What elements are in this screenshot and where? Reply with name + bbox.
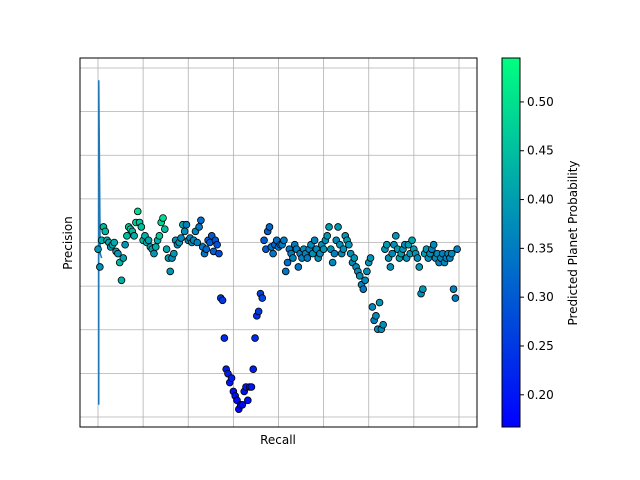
plot-area (79, 57, 478, 428)
data-point (391, 232, 400, 240)
data-point (123, 232, 131, 240)
data-point (323, 232, 332, 240)
data-point (159, 214, 167, 222)
data-point (162, 245, 171, 253)
data-point (361, 276, 369, 285)
data-point (150, 249, 158, 258)
data-point (244, 396, 252, 405)
data-point (359, 285, 368, 293)
data-point (220, 334, 229, 342)
data-point (413, 254, 422, 262)
data-point (249, 365, 258, 374)
data-point (247, 383, 256, 391)
x-axis-label: Recall (260, 433, 296, 447)
data-point (96, 263, 104, 271)
data-point (366, 254, 375, 262)
data-point (110, 238, 119, 247)
data-point (363, 267, 371, 276)
data-point (218, 296, 227, 305)
data-point (94, 245, 102, 253)
data-point (130, 232, 138, 240)
data-point (117, 276, 126, 285)
data-point (121, 240, 129, 249)
data-point (429, 240, 438, 249)
data-point (193, 238, 202, 247)
data-point (310, 236, 319, 245)
data-point (114, 249, 122, 258)
data-point (177, 234, 185, 242)
data-point (283, 258, 292, 267)
colorbar-tick-label: 0.35 (527, 241, 554, 255)
data-point (350, 254, 359, 262)
data-point (258, 294, 267, 302)
data-point (227, 374, 236, 382)
data-point (182, 220, 191, 229)
data-point (388, 249, 396, 258)
data-point (155, 232, 164, 240)
data-point (339, 245, 348, 253)
data-point (280, 236, 288, 245)
data-point (453, 245, 461, 253)
data-point (419, 285, 427, 293)
colorbar-tick-label: 0.20 (527, 388, 554, 402)
colorbar-tick-label: 0.40 (527, 193, 554, 207)
colorbar-tick-label: 0.45 (527, 144, 554, 158)
data-point (215, 249, 223, 258)
data-point (449, 285, 458, 293)
data-point (408, 236, 416, 245)
data-point (166, 267, 175, 276)
data-point (161, 225, 169, 233)
data-point (269, 249, 277, 258)
data-point (265, 223, 274, 231)
data-point (137, 223, 146, 231)
data-point (325, 223, 333, 231)
data-point (144, 236, 153, 245)
data-point (281, 267, 290, 276)
data-points (94, 207, 461, 414)
data-point (319, 245, 328, 253)
colorbar (501, 57, 521, 428)
data-point (368, 303, 377, 311)
data-point (197, 216, 205, 225)
data-point (386, 263, 395, 271)
data-point (254, 307, 263, 316)
data-point (151, 243, 160, 251)
data-point (328, 258, 337, 267)
data-point (251, 334, 259, 342)
data-point (345, 240, 353, 249)
data-point (195, 223, 203, 231)
data-point (415, 263, 424, 271)
data-point (238, 400, 247, 409)
data-point (260, 236, 268, 245)
data-point (379, 320, 387, 329)
data-point (289, 254, 297, 262)
data-point (133, 207, 142, 216)
colorbar-tick-label: 0.50 (527, 95, 554, 109)
data-point (119, 254, 128, 262)
data-point (372, 312, 380, 320)
y-axis-label: Precision (61, 216, 75, 270)
data-point (170, 249, 178, 258)
data-point (180, 227, 189, 236)
colorbar-tick-label: 0.30 (527, 290, 554, 304)
colorbar-tick-label: 0.25 (527, 339, 554, 353)
data-point (202, 245, 211, 253)
data-point (447, 249, 456, 258)
data-point (213, 240, 221, 249)
data-point (382, 240, 391, 249)
data-point (375, 298, 384, 307)
data-point (334, 223, 342, 231)
data-point (101, 227, 110, 236)
data-point (451, 294, 460, 302)
colorbar-label: Predicted Planet Probability (566, 160, 580, 325)
data-point (330, 249, 339, 258)
colorbar-ticks: 0.20 0.25 0.30 0.35 0.40 0.45 0.50 (520, 95, 554, 402)
data-point (355, 272, 364, 280)
data-point (294, 263, 303, 271)
data-point (303, 254, 312, 262)
